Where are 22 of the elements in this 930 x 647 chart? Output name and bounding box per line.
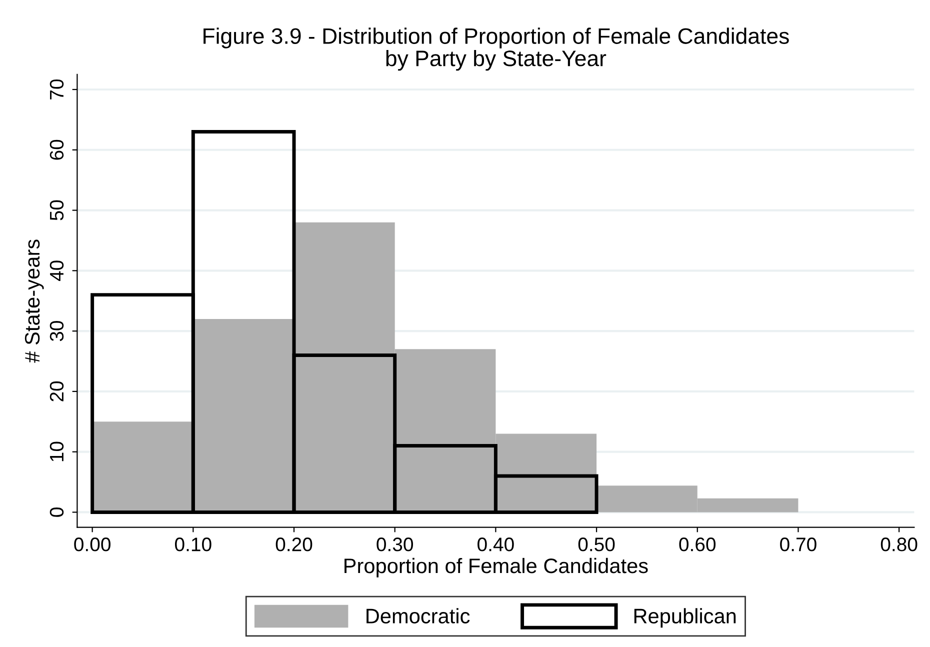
x-tick-label: 0.40: [478, 538, 514, 552]
x-axis-title: Proportion of Female Candidates: [344, 558, 648, 578]
x-tick-label: 0.00: [74, 538, 110, 552]
y-tick-label: 60: [50, 140, 64, 160]
x-tick-label: 0.60: [679, 538, 716, 552]
x-tick-label: 0.50: [578, 538, 615, 552]
y-tick-label: 0: [50, 508, 64, 517]
y-axis-title: # State-years: [24, 240, 44, 363]
y-tick-label: 30: [50, 320, 64, 342]
y-tick-label: 40: [50, 260, 64, 282]
y-tick-label: 70: [50, 79, 64, 100]
legend-label: Democratic: [366, 608, 470, 624]
y-tick-label: 20: [50, 381, 64, 402]
x-tick-label: 0.70: [780, 538, 816, 552]
legend-label: Republican: [634, 608, 736, 628]
x-tick-label: 0.10: [175, 538, 212, 552]
x-tick-label: 0.30: [376, 538, 414, 552]
x-tick-label: 0.20: [276, 538, 312, 552]
x-tick-label: 0.80: [880, 538, 918, 552]
chart-title: Figure 3.9 - Distribution of Proportion of Female Candidates by Party by State-Year: [204, 28, 789, 71]
y-tick-label: 50: [50, 200, 64, 220]
y-tick-label: 10: [50, 442, 64, 462]
